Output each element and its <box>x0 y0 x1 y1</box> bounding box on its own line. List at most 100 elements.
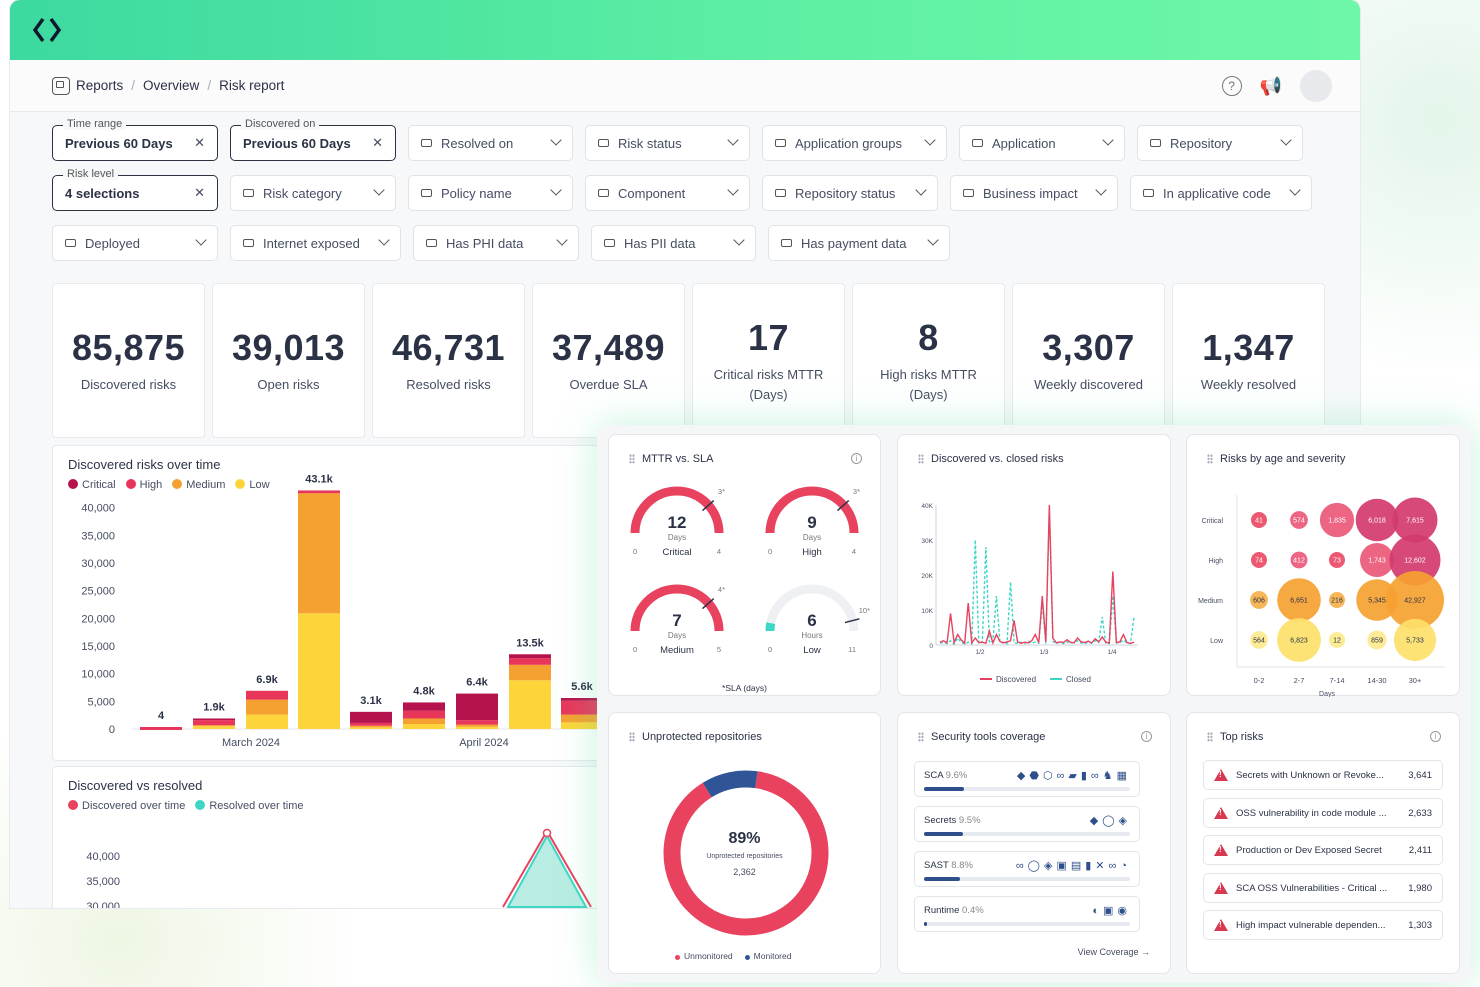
legend-discovered-over-time[interactable]: Discovered over time <box>68 800 185 812</box>
announcement-icon[interactable]: 📢 <box>1259 75 1282 96</box>
help-icon[interactable]: ? <box>1221 76 1242 96</box>
filter-policy-name[interactable]: Policy name <box>408 175 573 211</box>
drag-handle-icon[interactable] <box>918 454 924 464</box>
filter-has-payment-data[interactable]: Has payment data <box>768 225 950 261</box>
clear-icon[interactable]: ✕ <box>372 135 383 150</box>
chevron-down-icon <box>373 184 385 196</box>
card-title: Discovered vs. closed risks <box>918 453 1064 465</box>
tool-sca[interactable]: SCA 9.6% ◆⬣⬡∞▰▮∞♞▦ <box>914 761 1140 797</box>
legend-low[interactable]: Low <box>235 479 270 491</box>
coverage-bar-fill <box>924 922 928 926</box>
top-risk-item[interactable]: High impact vulnerable dependen... 1,303 <box>1203 910 1443 940</box>
risk-count: 3,641 <box>1408 769 1432 781</box>
bubble-value-label: 74 <box>1255 558 1263 565</box>
discovered-vs-resolved-panel: Discovered vs resolved Discovered over t… <box>52 766 632 908</box>
kpi-value: 46,731 <box>391 326 506 368</box>
filter-application[interactable]: Application <box>959 125 1125 161</box>
gauge-medium[interactable]: 7 Days Medium 0 5 4* <box>627 583 727 665</box>
y-tick-label: 25,000 <box>81 586 115 598</box>
legend-high[interactable]: High <box>125 479 162 491</box>
clear-icon[interactable]: ✕ <box>194 135 205 150</box>
kpi-high-mttr[interactable]: 8 High risks MTTR (Days) <box>852 283 1005 438</box>
coverage-bar <box>924 877 1130 881</box>
filter-text: Component <box>618 185 686 201</box>
kpi-overdue-sla[interactable]: 37,489 Overdue SLA <box>532 283 685 438</box>
kpi-critical-mttr[interactable]: 17 Critical risks MTTR (Days) <box>692 283 845 438</box>
filter-business-impact[interactable]: Business impact <box>950 175 1118 211</box>
bubble-value-label: 6,651 <box>1290 598 1308 605</box>
clear-icon[interactable]: ✕ <box>194 185 205 200</box>
avatar[interactable] <box>1300 70 1332 102</box>
filter-risk-category[interactable]: Risk category <box>230 175 396 211</box>
top-risk-item[interactable]: Secrets with Unknown or Revoke... 3,641 <box>1203 760 1443 790</box>
kpi-resolved-risks[interactable]: 46,731 Resolved risks <box>372 283 525 438</box>
logo-icon[interactable] <box>32 14 62 46</box>
filter-risk-level[interactable]: Risk level 4 selections ✕ <box>52 168 218 211</box>
filter-has-phi-data[interactable]: Has PHI data <box>413 225 579 261</box>
top-risk-item[interactable]: OSS vulnerability in code module ... 2,63… <box>1203 798 1443 828</box>
info-icon[interactable]: i <box>851 453 862 464</box>
info-icon[interactable]: i <box>1141 731 1152 742</box>
widgets-overlay: MTTR vs. SLA i 12 Days Critical 0 4 3* 9 Days Hi… <box>597 425 1471 983</box>
view-coverage-link[interactable]: View Coverage → <box>1077 947 1150 957</box>
legend-discovered[interactable]: Discovered <box>980 675 1036 684</box>
chart-legend: Discovered over time Resolved over time <box>68 800 303 812</box>
chevron-down-icon <box>727 134 739 146</box>
y-category-label: Low <box>1210 638 1224 645</box>
breadcrumb-overview[interactable]: Overview <box>143 78 200 93</box>
kpi-weekly-resolved[interactable]: 1,347 Weekly resolved <box>1172 283 1325 438</box>
breadcrumb-reports[interactable]: Reports <box>76 78 124 93</box>
legend-resolved-over-time[interactable]: Resolved over time <box>195 800 303 812</box>
legend-monitored[interactable]: Monitored <box>744 951 791 961</box>
gauge-high[interactable]: 9 Days High 0 4 3* <box>762 485 862 567</box>
filter-in-applicative-code[interactable]: In applicative code <box>1130 175 1312 211</box>
kpi-value: 8 <box>918 316 939 358</box>
kpi-discovered-risks[interactable]: 85,875 Discovered risks <box>52 283 205 438</box>
filter-value: 4 selections <box>65 185 140 201</box>
tag-icon <box>775 189 786 197</box>
info-icon[interactable]: i <box>1430 731 1441 742</box>
gauge-low[interactable]: 6 Hours Low 0 11 10* <box>762 583 870 665</box>
filter-resolved-on[interactable]: Resolved on <box>408 125 573 161</box>
filter-repository-status[interactable]: Repository status <box>762 175 938 211</box>
filter-internet-exposed[interactable]: Internet exposed <box>230 225 401 261</box>
filter-discovered-on[interactable]: Discovered on Previous 60 Days ✕ <box>230 118 396 161</box>
bubble-value-label: 42,927 <box>1404 598 1426 605</box>
drag-handle-icon[interactable] <box>629 454 635 464</box>
bubble-value-label: 574 <box>1293 518 1305 525</box>
drag-handle-icon[interactable] <box>918 732 924 742</box>
tool-sast[interactable]: SAST 8.8% ∞◯◈▣▤▮✕∞◔ <box>914 851 1140 887</box>
coverage-bar-fill <box>924 877 961 881</box>
gauge-max: 5 <box>716 645 721 654</box>
filter-component[interactable]: Component <box>585 175 750 211</box>
severity-age-bubble <box>1250 631 1268 649</box>
x-tick-label: March 2024 <box>222 737 280 749</box>
kpi-open-risks[interactable]: 39,013 Open risks <box>212 283 365 438</box>
legend-unmonitored[interactable]: Unmonitored <box>675 951 733 961</box>
kpi-weekly-discovered[interactable]: 3,307 Weekly discovered <box>1012 283 1165 438</box>
filter-text: Risk status <box>618 135 682 151</box>
filter-repository[interactable]: Repository <box>1137 125 1303 161</box>
gauge-critical[interactable]: 12 Days Critical 0 4 3* <box>627 485 727 567</box>
kpi-row: 85,875 Discovered risks 39,013 Open risks … <box>52 283 1325 438</box>
drag-handle-icon[interactable] <box>629 732 635 742</box>
tool-runtime[interactable]: Runtime 0.4% ◐▣◉ <box>914 896 1140 932</box>
filter-text: Risk category <box>263 185 342 201</box>
legend-medium[interactable]: Medium <box>172 479 225 491</box>
legend-critical[interactable]: Critical <box>68 479 116 491</box>
reports-icon <box>52 76 70 95</box>
drag-handle-icon[interactable] <box>1207 454 1213 464</box>
filter-has-pii-data[interactable]: Has PII data <box>591 225 756 261</box>
filter-time-range[interactable]: Time range Previous 60 Days ✕ <box>52 118 218 161</box>
legend-closed[interactable]: Closed <box>1050 675 1091 684</box>
top-risk-item[interactable]: Production or Dev Exposed Secret 2,411 <box>1203 835 1443 865</box>
filter-application-groups[interactable]: Application groups <box>762 125 947 161</box>
chevron-down-icon <box>1095 184 1107 196</box>
filter-deployed[interactable]: Deployed <box>52 225 218 261</box>
x-axis-title: Days <box>1319 691 1335 697</box>
drag-handle-icon[interactable] <box>1207 732 1213 742</box>
filter-risk-status[interactable]: Risk status <box>585 125 750 161</box>
tool-secrets[interactable]: Secrets 9.5% ◆◯◈ <box>914 806 1140 842</box>
severity-age-bubble <box>1277 618 1321 662</box>
top-risk-item[interactable]: SCA OSS Vulnerabilities - Critical ... 1,… <box>1203 873 1443 903</box>
